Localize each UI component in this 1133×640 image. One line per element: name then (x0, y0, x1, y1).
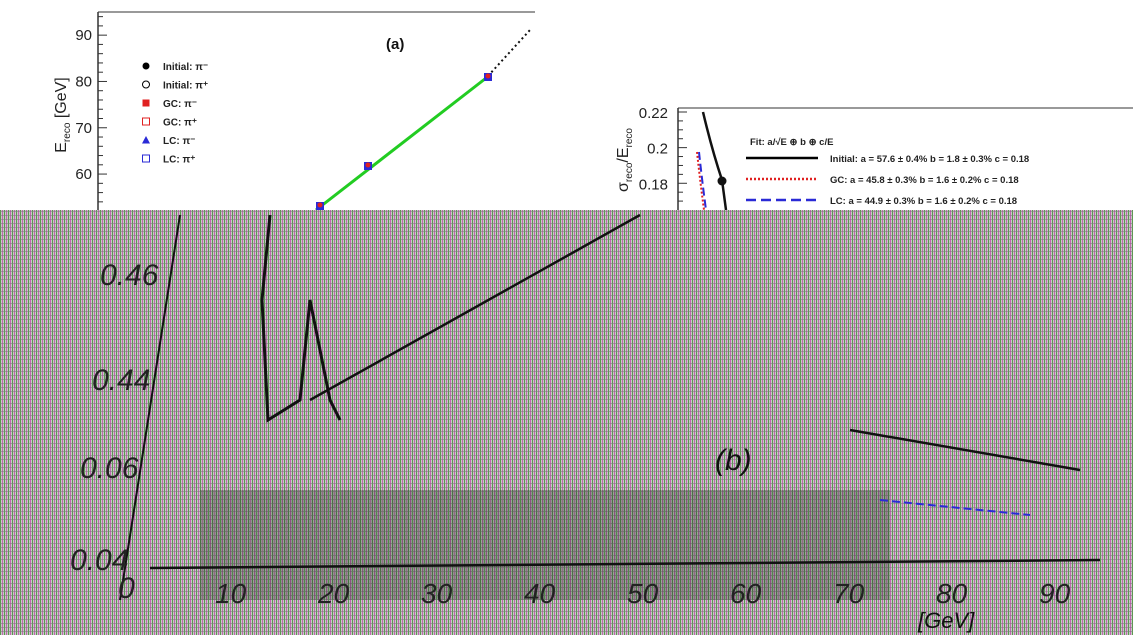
overlay-y-tick-label: 0.06 (80, 452, 139, 485)
panel-b-ticks (678, 111, 687, 202)
overlay-x-axis (149, 558, 1101, 570)
panel-a-legend-marker (142, 62, 150, 70)
panel-a-legend-marker (142, 80, 150, 89)
panel-a-ylabel: Ereco [GeV] (53, 77, 73, 152)
panel-b-tick-label: 0.22 (639, 105, 668, 122)
panel-a-tick-label: 70 (75, 120, 92, 137)
panel-b-legend-label: GC: a = 45.8 ± 0.3% b = 1.6 ± 0.2% c = 0… (830, 175, 1019, 186)
panel-b-tick-label: 0.18 (639, 176, 668, 193)
panel-a-tick-label: 60 (75, 166, 92, 183)
panel-a-label: (a) (386, 36, 404, 53)
overlay-x-tick-label: 10 (215, 578, 247, 609)
overlay-y-tick-label: 0.04 (70, 544, 128, 577)
overlay-curve-3 (849, 428, 1081, 472)
panel-a-data-point-overlay (317, 202, 323, 208)
overlay-panel-label: (b) (715, 444, 752, 477)
panel-a-legend-marker (142, 136, 150, 144)
panel-a-legend-label: Initial: π⁻ (163, 62, 208, 73)
panel-b-curve-lc (698, 151, 707, 211)
overlay-x-tick-label: 20 (317, 578, 350, 609)
panel-a-legend-label: Initial: π⁺ (163, 81, 208, 92)
panel-b-fit-formula: Fit: a/√E ⊕ b ⊕ c/E (750, 137, 833, 148)
panel-b-curve-initial (701, 111, 728, 211)
panel-b-legend-label: LC: a = 44.9 ± 0.3% b = 1.6 ± 0.2% c = 0… (830, 196, 1017, 207)
panel-a-legend-label: LC: π⁺ (163, 155, 195, 166)
panel-a-legend-marker (142, 117, 150, 126)
panel-a-ylabel-sub: reco (62, 122, 73, 142)
panel-a-legend-label: GC: π⁻ (163, 99, 197, 110)
panel-a-points (316, 73, 492, 210)
panel-b-legend: Initial: a = 57.6 ± 0.4% b = 1.8 ± 0.3% … (746, 154, 1029, 207)
overlay-y-tick-labels: 0.46 0.44 0.06 0.040 (70, 259, 159, 605)
panel-a-tick-label: 90 (75, 27, 92, 44)
panel-a-data-point-overlay (485, 73, 491, 79)
overlay-curve-2 (309, 213, 641, 402)
overlay-axis-unit: [GeV] (917, 608, 975, 633)
panel-a-data-point-overlay (365, 162, 371, 168)
panel-a-fit-dotted-line (487, 29, 531, 77)
panel-a-tick-label: 80 (75, 73, 92, 90)
panel-a-ylabel-unit: [GeV] (53, 77, 70, 122)
overlay-x-tick-label: 80 (936, 578, 968, 609)
panel-a-ylabel-main: E (53, 142, 70, 153)
panel-b-ylabel: σreco/Ereco (615, 128, 635, 192)
panel-b-ylabel-sub2: reco (624, 128, 635, 148)
lower-overlay: 0.46 0.44 0.06 0.040 10 20 30 40 50 60 70 80 90 (b)… (0, 210, 1133, 635)
overlay-dark-band (200, 490, 890, 600)
panel-b-tick-labels: 0.22 0.2 0.18 (639, 105, 668, 193)
panel-b-curves (696, 111, 728, 211)
panel-b-data-point (717, 176, 727, 186)
panel-a-legend-marker (142, 99, 150, 107)
panel-a-legend-label: GC: π⁺ (163, 118, 197, 129)
overlay-x-tick-label: 90 (1039, 578, 1071, 609)
overlay-y-tick-label: 0.46 (100, 259, 159, 292)
panel-b-legend-label: Initial: a = 57.6 ± 0.4% b = 1.8 ± 0.3% … (830, 154, 1029, 165)
panel-b-ylabel-mid: /E (615, 148, 632, 163)
panel-a-tick-labels: 60 70 80 90 (75, 27, 92, 183)
panel-a-legend-marker (142, 154, 150, 163)
panel-b-ylabel-main: σ (615, 182, 632, 192)
overlay-curve-1 (260, 214, 342, 423)
overlay-x-tick-label: 40 (524, 578, 556, 609)
overlay-x-tick-label: 60 (730, 578, 762, 609)
panel-b-curve-gc (696, 151, 705, 211)
overlay-x-tick-label: 70 (833, 578, 865, 609)
overlay-y-axis (119, 214, 181, 601)
overlay-x-tick-label: 50 (627, 578, 659, 609)
overlay-x-tick-labels: 10 20 30 40 50 60 70 80 90 (215, 578, 1071, 609)
panel-b-tick-label: 0.2 (647, 141, 668, 158)
overlay-curve-4 (879, 499, 1031, 516)
panel-a-legend: Initial: π⁻ Initial: π⁺ GC: π⁻ GC: π⁺ LC: π⁻… (142, 62, 208, 166)
panel-b-points (717, 176, 727, 186)
panel-b-ylabel-sub1: reco (624, 162, 635, 182)
panel-a-legend-label: LC: π⁻ (163, 136, 195, 147)
overlay-y-tick-label: 0 (118, 572, 135, 605)
panel-a-ticks (98, 16, 107, 203)
panel-a-fit-line (315, 73, 491, 212)
overlay-x-tick-label: 30 (421, 578, 453, 609)
overlay-y-tick-label: 0.44 (92, 364, 150, 397)
panel-b: σreco/Ereco 0.220.20.18 Fit: a/√E ⊕ b ⊕ … (615, 105, 1133, 211)
